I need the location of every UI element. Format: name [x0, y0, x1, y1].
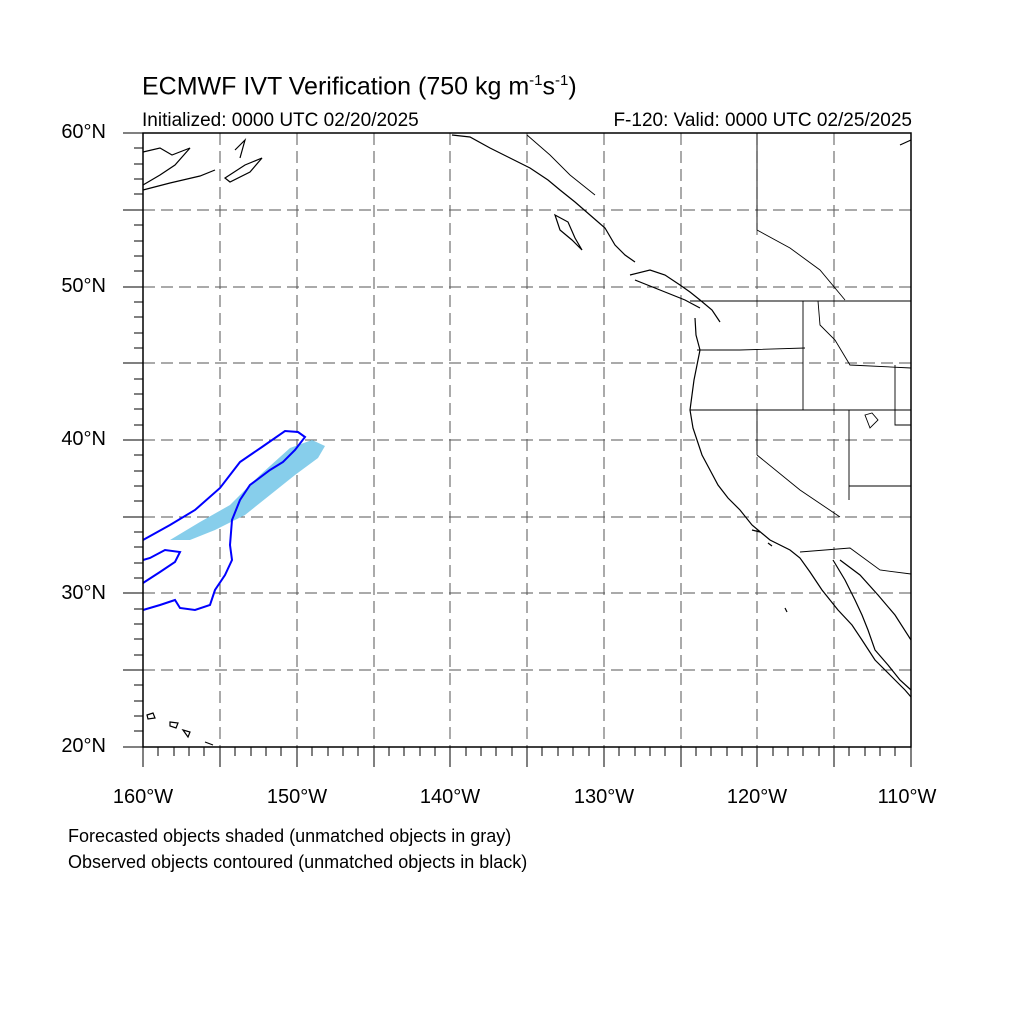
lon-label-140w: 140°W — [419, 786, 481, 808]
lon-label-160w: 160°W — [112, 786, 174, 808]
lat-label-40n: 40°N — [61, 428, 106, 450]
lat-label-30n: 30°N — [61, 582, 106, 604]
valid-time-label: F-120: Valid: 0000 UTC 02/25/2025 — [613, 110, 912, 131]
axis-ticks — [123, 132, 912, 767]
lon-label-130w: 130°W — [573, 786, 635, 808]
title-mid: s — [542, 72, 556, 101]
lon-label-120w: 120°W — [726, 786, 788, 808]
lat-label-20n: 20°N — [61, 735, 106, 757]
plot-title: ECMWF IVT Verification (750 kg m-1s-1) — [142, 72, 577, 101]
title-end: ) — [568, 72, 577, 101]
observed-ivt-contour — [142, 429, 307, 612]
note-forecast: Forecasted objects shaded (unmatched obj… — [68, 826, 512, 846]
init-time-label: Initialized: 0000 UTC 02/20/2025 — [142, 110, 419, 131]
observed-ivt-contour-lobe — [142, 548, 182, 584]
lon-label-150w: 150°W — [266, 786, 328, 808]
lat-label-60n: 60°N — [61, 121, 106, 143]
title-exp2: -1 — [555, 72, 569, 89]
map-gridlines — [143, 133, 911, 747]
title-exp1: -1 — [529, 72, 543, 89]
coastlines — [142, 134, 912, 746]
title-main: ECMWF IVT Verification (750 kg m — [142, 72, 530, 101]
lon-label-110w: 110°W — [877, 786, 937, 808]
political-boundaries — [526, 133, 912, 575]
note-observed: Observed objects contoured (unmatched ob… — [68, 852, 528, 872]
lat-label-50n: 50°N — [61, 275, 106, 297]
